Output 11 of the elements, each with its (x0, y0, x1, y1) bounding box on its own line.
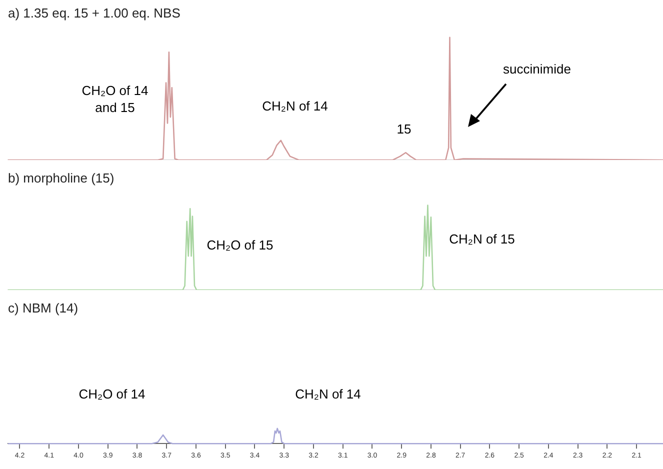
annotation: CH₂N of 14 (262, 98, 328, 114)
annotation: CH₂O of 15 (206, 238, 274, 253)
chart-title: b) morpholine (15) (8, 170, 114, 186)
annotation: CH₂N of 15 (449, 232, 515, 247)
text: CH₂N of 14 (295, 386, 361, 402)
annotation: 15 (396, 122, 412, 137)
annotation: succinimide (503, 62, 571, 77)
annotation: CH₂O of 14 and 15 (82, 83, 148, 116)
chart-title: a) 1.35 eq. 15 + 1.00 eq. NBS (8, 5, 181, 20)
chart-title: c) NBM (14) (8, 300, 78, 316)
text: CH₂O of 14 (78, 386, 146, 402)
